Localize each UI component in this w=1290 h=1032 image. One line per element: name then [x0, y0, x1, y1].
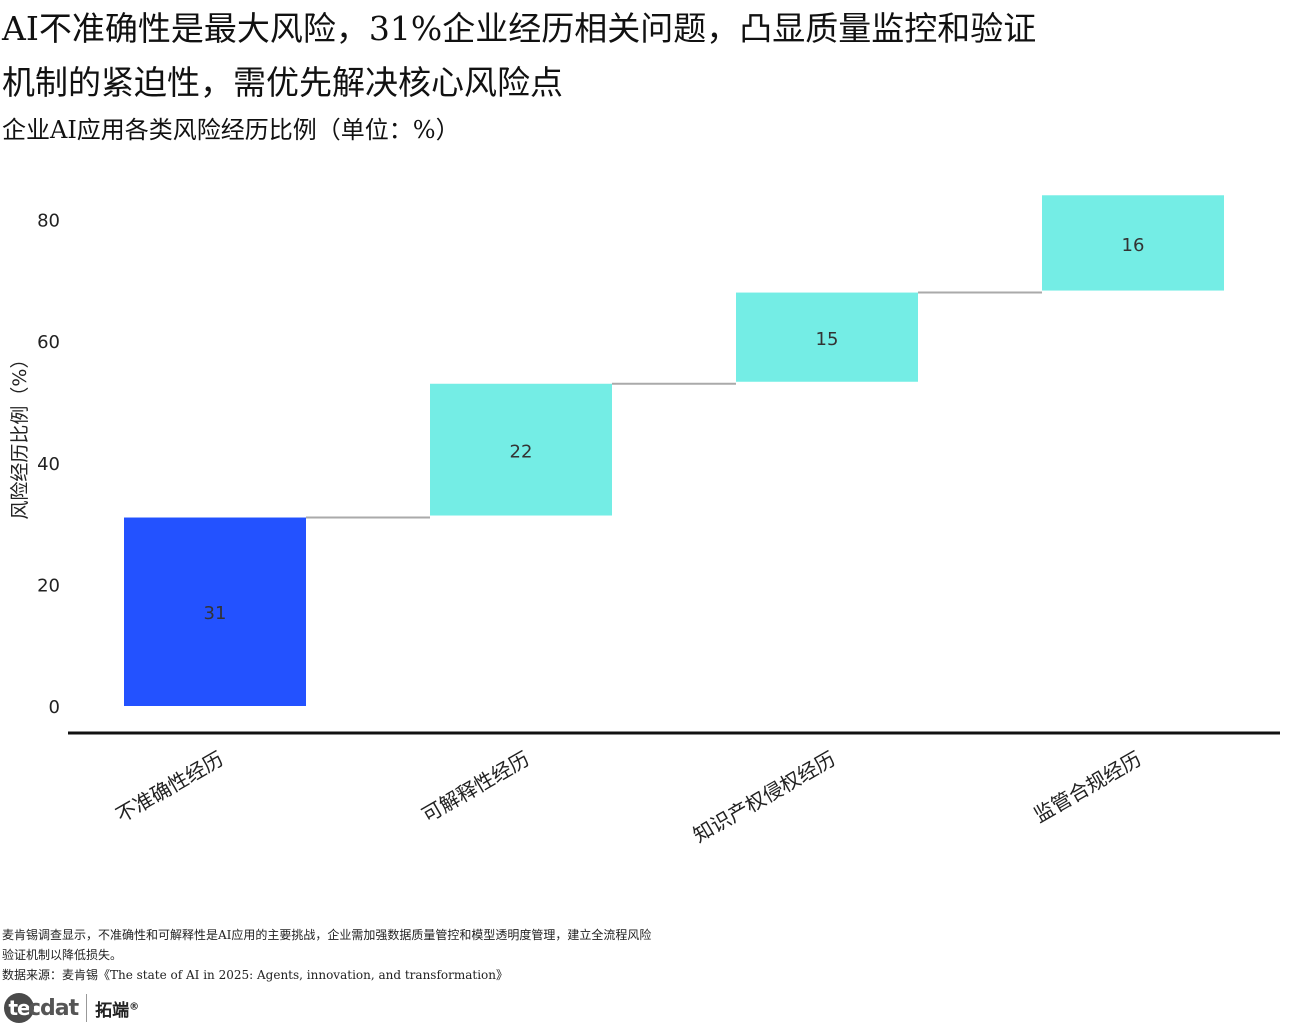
bar — [736, 292, 918, 382]
bar-value-label: 22 — [510, 442, 533, 463]
chart-subtitle: 企业AI应用各类风险经历比例（单位：%） — [2, 116, 460, 144]
bar-value-label: 15 — [816, 329, 839, 350]
bar — [1042, 195, 1224, 291]
chart-title: AI不准确性是最大风险，31%企业经历相关问题，凸显质量监控和验证机制的紧迫性，… — [2, 9, 1037, 102]
x-tick-label: 可解释性经历 — [418, 747, 534, 828]
x-tick-label: 知识产权侵权经历 — [689, 747, 840, 848]
footer-source: 数据来源：麦肯锡《The state of AI in 2025: Agents… — [2, 968, 509, 982]
x-tick-label: 不准确性经历 — [112, 747, 228, 828]
y-axis-label: 风险经历比例（%） — [9, 350, 31, 520]
bar — [124, 517, 306, 706]
waterfall-chart: 0 20 40 60 80 风险经历比例（%） 31 不准确性经历 22 可解释性经历 15 知识产权… — [9, 195, 1280, 848]
y-tick-label: 80 — [37, 211, 60, 232]
chart-footer: 麦肯锡调查显示，不准确性和可解释性是AI应用的主要挑战，企业需加强数据质量管控和… — [2, 925, 662, 985]
bar-value-label: 31 — [204, 603, 227, 624]
logo-text: cdat — [28, 995, 79, 1021]
bar — [430, 383, 612, 516]
bar-value-label: 16 — [1122, 235, 1145, 256]
logo-cn: 拓端® — [95, 1000, 140, 1021]
y-tick-label: 20 — [37, 575, 60, 596]
tecdat-logo-mark: te cdat — [4, 993, 79, 1023]
logo-divider — [86, 994, 88, 1022]
y-tick-label: 40 — [37, 454, 60, 475]
footer-note: 麦肯锡调查显示，不准确性和可解释性是AI应用的主要挑战，企业需加强数据质量管控和… — [2, 928, 652, 962]
brand-logo: te cdat 拓端® — [4, 989, 139, 1027]
x-tick-label: 监管合规经历 — [1030, 747, 1146, 828]
y-tick-label: 0 — [49, 697, 60, 718]
y-tick-label: 60 — [37, 332, 60, 353]
